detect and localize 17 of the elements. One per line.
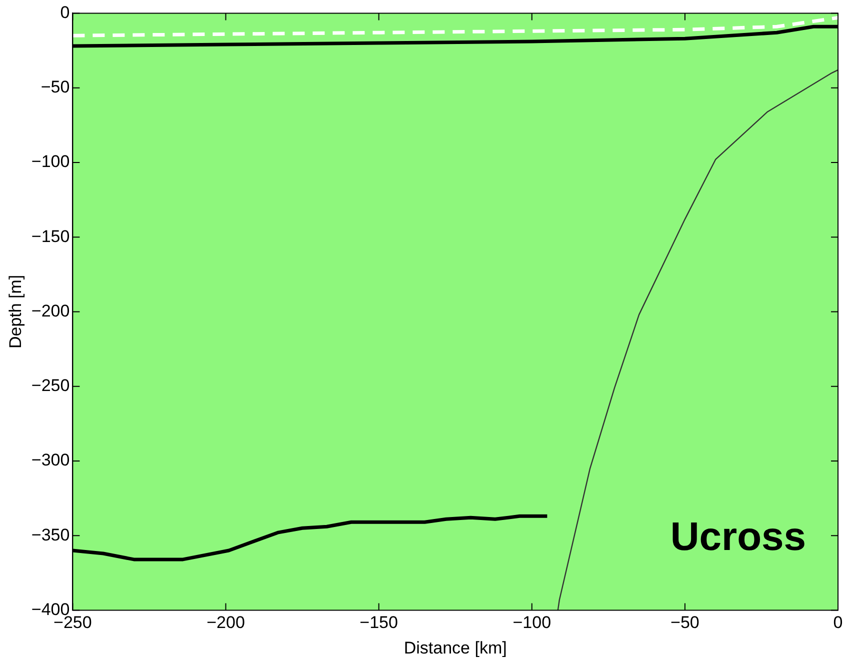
x-tick-label: −100 — [512, 613, 552, 632]
x-tick-label: −50 — [670, 613, 700, 632]
line-series — [72, 16, 838, 38]
x-tick-label: 0 — [833, 613, 843, 632]
x-tick-label: −200 — [206, 613, 245, 632]
y-tick-label: −350 — [31, 525, 70, 544]
y-tick-label: −50 — [40, 78, 70, 97]
annotation: Ucross — [670, 515, 806, 560]
x-axis-title: Distance [km] — [404, 638, 507, 658]
y-tick-label: −150 — [31, 226, 70, 246]
x-tick-label: −150 — [360, 613, 398, 632]
y-tick-label: −300 — [31, 450, 70, 470]
y-tick-label: −250 — [31, 376, 70, 396]
y-tick-label: −200 — [31, 301, 70, 320]
y-axis-title: Depth [m] — [6, 274, 25, 349]
y-tick-label: 0 — [60, 2, 70, 22]
y-tick-label: −100 — [31, 152, 70, 172]
